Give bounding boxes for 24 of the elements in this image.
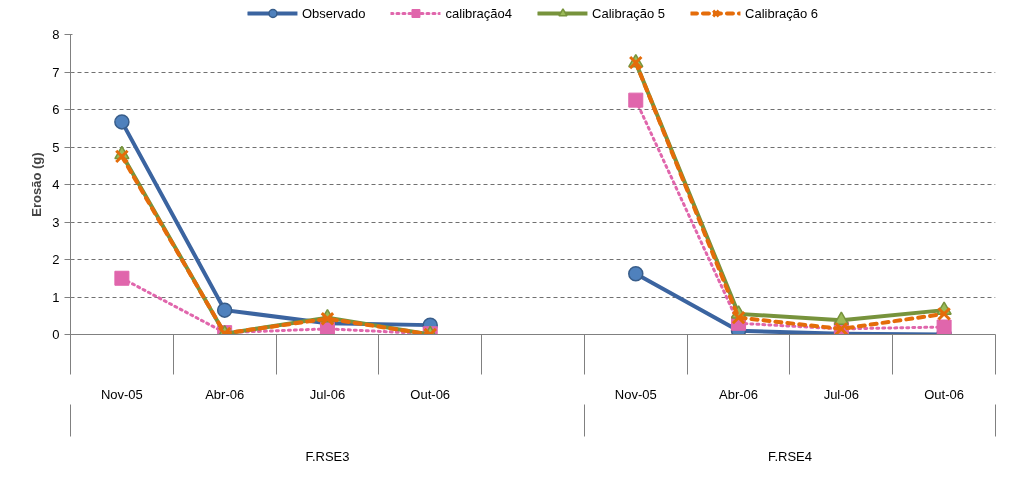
y-tick-label: 7 bbox=[52, 64, 60, 80]
y-tick-label: 8 bbox=[52, 27, 60, 42]
x-tick-label: Out-06 bbox=[410, 386, 451, 402]
x-tick-label: Nov-05 bbox=[100, 386, 143, 402]
x-tick-label: Abr-06 bbox=[719, 386, 759, 402]
x-tick-label: Abr-06 bbox=[205, 386, 245, 402]
x-tick-label: Out-06 bbox=[924, 386, 964, 402]
legend-label: Calibração 5 bbox=[592, 5, 666, 21]
y-tick-label: 6 bbox=[52, 102, 60, 117]
y-tick-label: 2 bbox=[52, 252, 60, 267]
legend-label: Observado bbox=[301, 5, 366, 21]
y-tick-label: 5 bbox=[52, 139, 60, 155]
legend-label: calibração4 bbox=[445, 5, 513, 21]
text: F.RSE3 bbox=[305, 448, 350, 464]
y-axis-title: Erosão (g) bbox=[29, 152, 45, 217]
x-tick-label: Jul-06 bbox=[823, 386, 860, 402]
x-tick-label: Nov-05 bbox=[614, 386, 657, 402]
legend-label: Calibração 6 bbox=[745, 5, 819, 21]
y-tick-label: 1 bbox=[52, 289, 60, 305]
text: F.RSE4 bbox=[767, 448, 812, 464]
y-tick-label: 0 bbox=[52, 327, 60, 342]
y-tick-label: 4 bbox=[52, 177, 60, 192]
y-tick-label: 3 bbox=[52, 214, 60, 230]
x-tick-label: Jul-06 bbox=[309, 386, 346, 402]
